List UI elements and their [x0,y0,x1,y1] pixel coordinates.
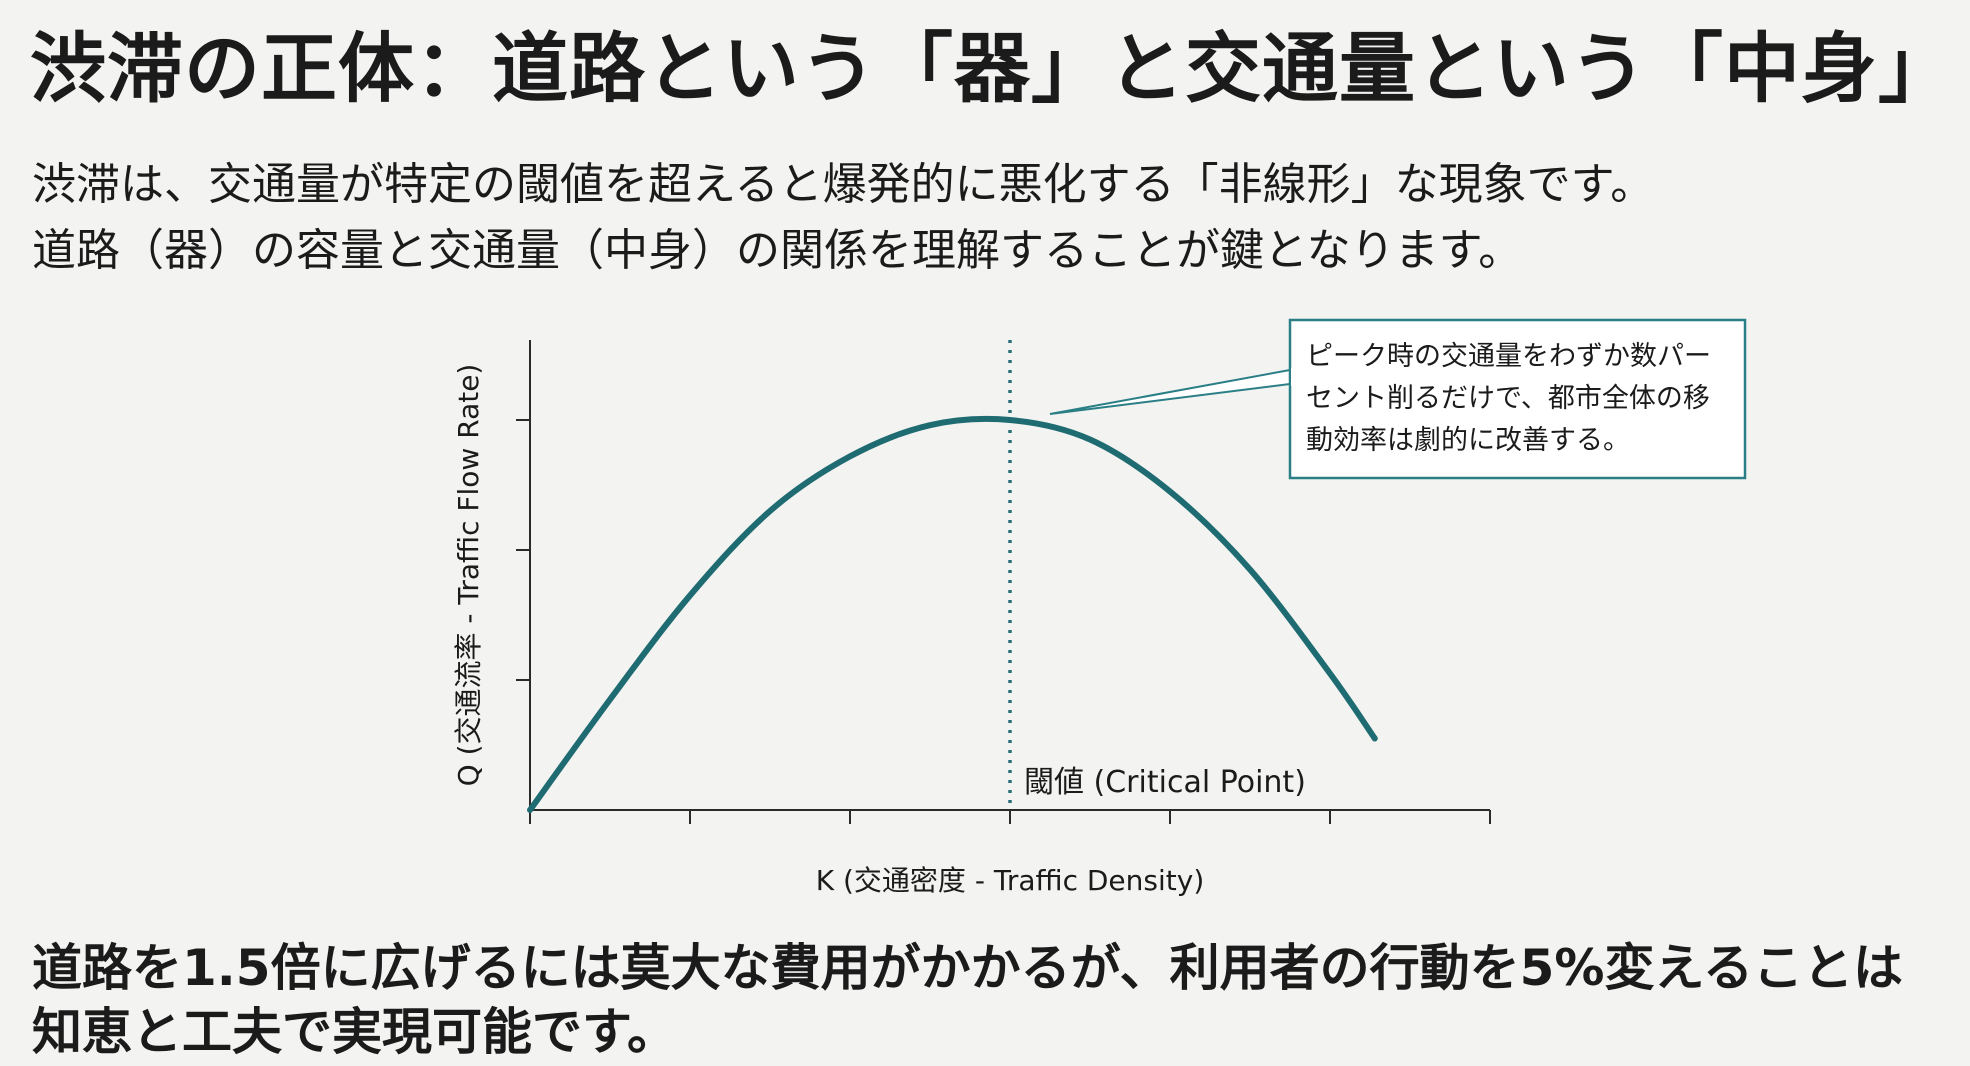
subtitle: 渋滞は、交通量が特定の閾値を超えると爆発的に悪化する「非線形」な現象です。 道路… [32,152,1654,284]
annotation-pointer [1049,368,1291,415]
annotation-text-line-2: セント削るだけで、都市全体の移 [1306,383,1710,414]
flow-density-curve-0 [527,415,1378,813]
conclusion-line-1: 道路を1.5倍に広げるには莫大な費用がかかるが、利用者の行動を5%変えることは [32,939,1903,997]
y-axis-label: Q (交通流率 - Traffic Flow Rate) [452,364,485,787]
annotation-joint [1291,368,1297,386]
annotation-text-line-1: ピーク時の交通量をわずか数パー [1306,341,1711,372]
subtitle-line-1: 渋滞は、交通量が特定の閾値を超えると爆発的に悪化する「非線形」な現象です。 [32,159,1655,210]
subtitle-line-2: 道路（器）の容量と交通量（中身）の関係を理解することが鍵となります。 [32,225,1523,276]
threshold-label: 閾値 (Critical Point) [1024,765,1306,800]
conclusion-line-2: 知恵と工夫で実現可能です。 [32,1003,677,1061]
conclusion-text: 道路を1.5倍に広げるには莫大な費用がかかるが、利用者の行動を5%変えることは … [32,936,1903,1064]
annotation-box [1288,318,1747,480]
page-title: 渋滞の正体：道路という「器」と交通量という「中身」 [30,24,1955,113]
annotation-text-line-3: 動効率は劇的に改善する。 [1306,425,1630,456]
x-axis-label: K (交通密度 - Traffic Density) [816,864,1205,897]
